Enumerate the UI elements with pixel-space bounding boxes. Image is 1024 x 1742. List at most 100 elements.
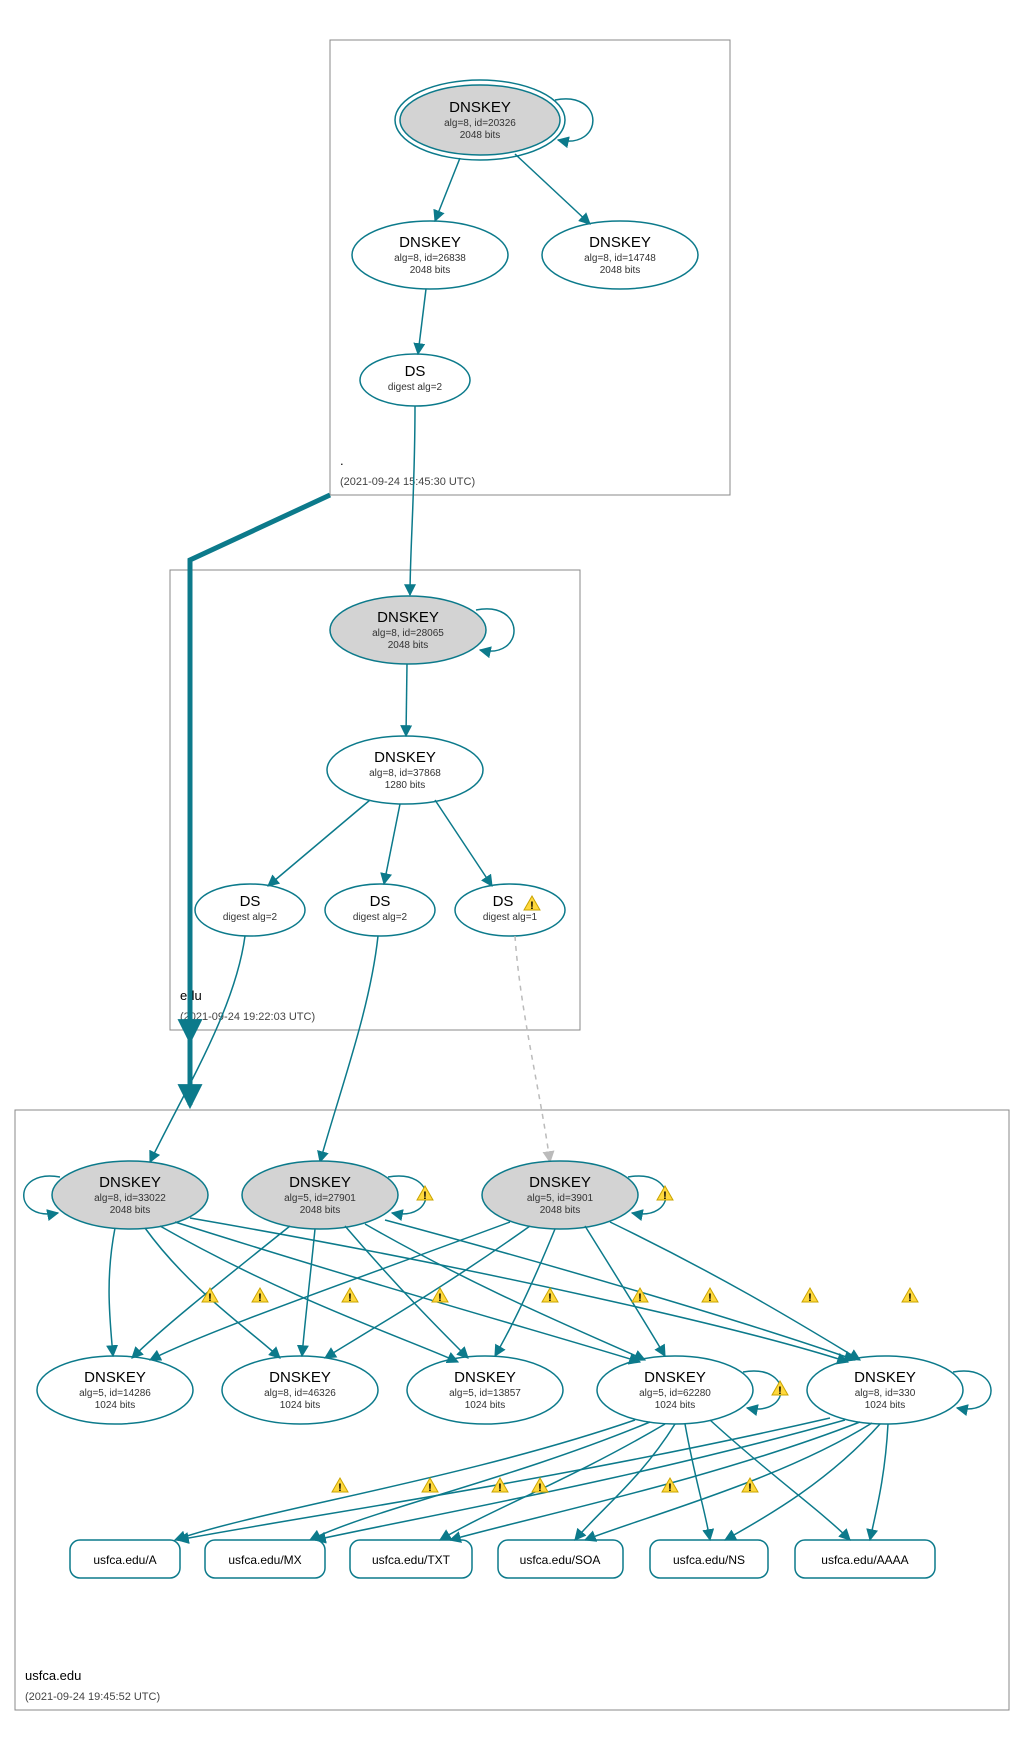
svg-text:2048 bits: 2048 bits [300,1205,341,1216]
svg-text:DNSKEY: DNSKEY [854,1369,916,1386]
svg-text:DNSKEY: DNSKEY [99,1174,161,1191]
node-u-ksk3: DNSKEY alg=5, id=3901 2048 bits [482,1161,638,1229]
svg-text:DS: DS [370,893,391,910]
svg-text:DNSKEY: DNSKEY [399,234,461,251]
warning-icon: ! [542,1288,558,1304]
svg-text:!: ! [538,1482,542,1494]
warning-icon: ! [902,1288,918,1304]
node-u-ksk2: DNSKEY alg=5, id=27901 2048 bits [242,1161,398,1229]
warning-icon: ! [422,1478,438,1494]
node-edu-ds1: DS digest alg=2 [195,884,305,936]
node-edu-zsk: DNSKEY alg=8, id=37868 1280 bits [327,736,483,804]
record-soa: usfca.edu/SOA [498,1540,623,1578]
svg-text:!: ! [708,1292,712,1304]
zone-edu-ts: (2021-09-24 19:22:03 UTC) [180,1011,315,1023]
svg-text:1280 bits: 1280 bits [385,780,426,791]
warning-icon: ! [252,1288,268,1304]
svg-text:alg=5, id=62280: alg=5, id=62280 [639,1388,711,1399]
svg-text:!: ! [908,1292,912,1304]
svg-text:2048 bits: 2048 bits [388,640,429,651]
svg-text:1024 bits: 1024 bits [465,1400,506,1411]
zone-usfca-ts: (2021-09-24 19:45:52 UTC) [25,1691,160,1703]
svg-text:usfca.edu/TXT: usfca.edu/TXT [372,1553,451,1567]
svg-text:!: ! [258,1292,262,1304]
node-edu-ksk: DNSKEY alg=8, id=28065 2048 bits [330,596,486,664]
svg-text:!: ! [498,1482,502,1494]
warning-icon: ! [532,1478,548,1494]
node-root-zsk2: DNSKEY alg=8, id=14748 2048 bits [542,221,698,289]
svg-text:!: ! [423,1190,427,1202]
svg-text:DS: DS [240,893,261,910]
warning-icon: ! [342,1288,358,1304]
svg-text:alg=8, id=33022: alg=8, id=33022 [94,1193,166,1204]
svg-text:!: ! [548,1292,552,1304]
warning-icon: ! [662,1478,678,1494]
svg-text:DNSKEY: DNSKEY [377,609,439,626]
node-u-zsk4: DNSKEY alg=5, id=62280 1024 bits [597,1356,753,1424]
svg-text:DNSKEY: DNSKEY [454,1369,516,1386]
svg-text:usfca.edu/MX: usfca.edu/MX [228,1553,301,1567]
node-u-zsk2: DNSKEY alg=8, id=46326 1024 bits [222,1356,378,1424]
node-root-ksk: DNSKEY alg=8, id=20326 2048 bits [395,80,565,160]
svg-text:!: ! [663,1190,667,1202]
svg-text:!: ! [668,1482,672,1494]
svg-text:1024 bits: 1024 bits [655,1400,696,1411]
record-mx: usfca.edu/MX [205,1540,325,1578]
svg-text:DNSKEY: DNSKEY [644,1369,706,1386]
node-u-zsk5: DNSKEY alg=8, id=330 1024 bits [807,1356,963,1424]
svg-text:alg=8, id=330: alg=8, id=330 [855,1388,916,1399]
node-u-zsk1: DNSKEY alg=5, id=14286 1024 bits [37,1356,193,1424]
svg-text:DNSKEY: DNSKEY [269,1369,331,1386]
warning-icon: ! [417,1186,433,1202]
svg-text:2048 bits: 2048 bits [110,1205,151,1216]
record-a: usfca.edu/A [70,1540,180,1578]
svg-text:!: ! [428,1482,432,1494]
svg-text:2048 bits: 2048 bits [410,265,451,276]
svg-text:DNSKEY: DNSKEY [589,234,651,251]
warning-icon: ! [702,1288,718,1304]
svg-text:alg=8, id=46326: alg=8, id=46326 [264,1388,336,1399]
svg-text:2048 bits: 2048 bits [460,130,501,141]
svg-text:alg=5, id=13857: alg=5, id=13857 [449,1388,521,1399]
warning-icon: ! [802,1288,818,1304]
node-edu-ds3: DS digest alg=1 [455,884,565,936]
svg-text:!: ! [348,1292,352,1304]
svg-text:DNSKEY: DNSKEY [289,1174,351,1191]
svg-text:usfca.edu/A: usfca.edu/A [93,1553,156,1567]
svg-text:alg=8, id=28065: alg=8, id=28065 [372,628,444,639]
svg-text:usfca.edu/AAAA: usfca.edu/AAAA [821,1553,908,1567]
zone-root-ts: (2021-09-24 15:45:30 UTC) [340,476,475,488]
zone-usfca-name: usfca.edu [25,1668,81,1683]
svg-text:alg=5, id=3901: alg=5, id=3901 [527,1193,594,1204]
svg-text:DNSKEY: DNSKEY [84,1369,146,1386]
svg-text:digest alg=2: digest alg=2 [223,912,278,923]
node-edu-ds2: DS digest alg=2 [325,884,435,936]
record-aaaa: usfca.edu/AAAA [795,1540,935,1578]
svg-text:!: ! [338,1482,342,1494]
record-txt: usfca.edu/TXT [350,1540,472,1578]
svg-text:digest alg=2: digest alg=2 [353,912,408,923]
record-ns: usfca.edu/NS [650,1540,768,1578]
svg-text:!: ! [208,1292,212,1304]
svg-text:alg=5, id=14286: alg=5, id=14286 [79,1388,151,1399]
svg-text:!: ! [778,1385,782,1397]
node-root-ds: DS digest alg=2 [360,354,470,406]
svg-text:alg=5, id=27901: alg=5, id=27901 [284,1193,356,1204]
svg-text:1024 bits: 1024 bits [280,1400,321,1411]
node-root-zsk1: DNSKEY alg=8, id=26838 2048 bits [352,221,508,289]
svg-text:!: ! [638,1292,642,1304]
svg-text:1024 bits: 1024 bits [95,1400,136,1411]
node-u-ksk1: DNSKEY alg=8, id=33022 2048 bits [52,1161,208,1229]
svg-text:2048 bits: 2048 bits [540,1205,581,1216]
svg-text:2048 bits: 2048 bits [600,265,641,276]
svg-text:alg=8, id=37868: alg=8, id=37868 [369,768,441,779]
svg-text:!: ! [530,900,534,912]
warning-icon: ! [772,1381,788,1397]
svg-text:DNSKEY: DNSKEY [449,99,511,116]
svg-text:!: ! [808,1292,812,1304]
svg-text:!: ! [748,1482,752,1494]
svg-text:DS: DS [493,893,514,910]
dnssec-diagram: . (2021-09-24 15:45:30 UTC) edu (2021-09… [10,10,1014,1730]
svg-text:alg=8, id=14748: alg=8, id=14748 [584,253,656,264]
svg-text:digest alg=2: digest alg=2 [388,382,443,393]
